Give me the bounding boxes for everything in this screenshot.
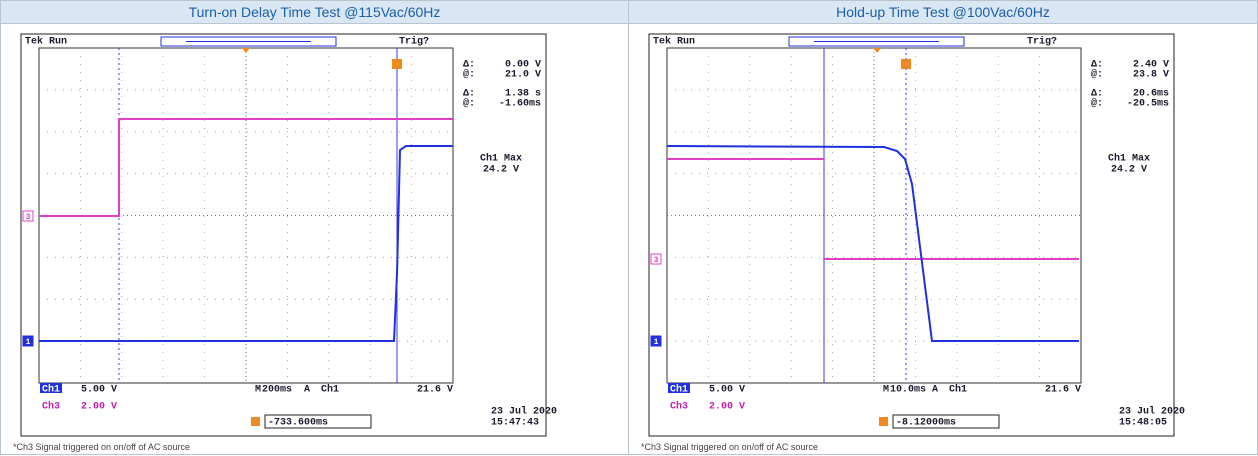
scope-frame bbox=[648, 33, 1175, 437]
channel-name: Ch1 bbox=[42, 384, 60, 396]
panel: Turn-on Delay Time Test @115Vac/60Hz Tek… bbox=[0, 0, 628, 455]
offset-value: -733.600ms bbox=[268, 418, 328, 429]
channel-scale: 2.00 V bbox=[709, 402, 745, 413]
ch1-trace bbox=[39, 145, 453, 342]
panel-title: Hold-up Time Test @100Vac/60Hz bbox=[629, 1, 1257, 24]
channel-marker-box bbox=[650, 335, 662, 347]
channel-marker: 3 bbox=[26, 213, 31, 222]
readout-value: 2.40 V bbox=[1133, 60, 1169, 71]
date: 23 Jul 2020 bbox=[491, 406, 557, 418]
trigger-level: 21.6 V bbox=[417, 385, 453, 396]
max-value: 24.2 V bbox=[483, 165, 519, 176]
readout-label: Δ: bbox=[463, 89, 475, 100]
trigger-level: 21.6 V bbox=[1045, 385, 1081, 396]
channel-marker-box bbox=[650, 253, 662, 265]
trigger-arrow bbox=[873, 48, 881, 53]
channel-name: Ch3 bbox=[42, 401, 60, 413]
offset-box bbox=[892, 414, 1000, 429]
timebase-value: 200ms bbox=[262, 385, 292, 396]
channel-scale: 5.00 V bbox=[709, 385, 745, 396]
footnote: *Ch3 Signal triggered on on/off of AC so… bbox=[13, 442, 190, 452]
channel-scale: 5.00 V bbox=[81, 385, 117, 396]
record-bar bbox=[160, 36, 337, 47]
panel: Hold-up Time Test @100Vac/60Hz Tek Run Tri… bbox=[628, 0, 1258, 455]
max-label: Ch1 Max bbox=[1108, 153, 1150, 165]
readout-value: 0.00 V bbox=[505, 60, 541, 71]
channel-marker-box bbox=[22, 335, 34, 347]
readout-label: Δ: bbox=[1091, 60, 1103, 71]
trigger-status: Trig? bbox=[399, 36, 429, 48]
offset-value: -8.12000ms bbox=[896, 418, 956, 429]
readout-value: 21.0 V bbox=[505, 70, 541, 81]
scope: Tek Run Trig? Δ: 2.40 V @: 23.8 V Δ: 20.6ms @: -20… bbox=[648, 33, 1185, 437]
channel-scale: 2.00 V bbox=[81, 402, 117, 413]
run-state: Run bbox=[677, 37, 695, 48]
trigger-marker bbox=[901, 59, 911, 69]
readout-value: -1.60ms bbox=[499, 99, 541, 110]
readout-value: 23.8 V bbox=[1133, 70, 1169, 81]
offset-marker bbox=[879, 417, 888, 426]
ch1-trace bbox=[666, 145, 1079, 342]
scope: Tek Run Trig? Δ: 0.00 V @: 21.0 V Δ: 1.38 s @: -1.… bbox=[20, 33, 557, 437]
trigger-status: Trig? bbox=[1027, 36, 1057, 48]
readout-value: 1.38 s bbox=[505, 89, 541, 100]
trigger-mode: A bbox=[932, 385, 938, 396]
readout-label: Δ: bbox=[463, 60, 475, 71]
ch1-box bbox=[668, 383, 690, 393]
channel-marker-box bbox=[22, 210, 34, 222]
footnote: *Ch3 Signal triggered on on/off of AC so… bbox=[641, 442, 818, 452]
max-value: 24.2 V bbox=[1111, 165, 1147, 176]
channel-name: Ch3 bbox=[670, 401, 688, 413]
readout-label: @: bbox=[1091, 69, 1103, 81]
timebase-value: 10.0ms bbox=[890, 385, 926, 396]
traces bbox=[666, 48, 1079, 383]
brand: Tek bbox=[653, 36, 671, 48]
offset-box bbox=[264, 414, 372, 429]
max-label: Ch1 Max bbox=[480, 153, 522, 165]
trigger-marker bbox=[392, 59, 402, 69]
channel-marker: 1 bbox=[654, 338, 659, 347]
traces bbox=[39, 48, 453, 383]
time: 15:48:05 bbox=[1119, 418, 1167, 429]
record-bar bbox=[788, 36, 965, 47]
trigger-source: Ch1 bbox=[321, 384, 339, 396]
panel-title: Turn-on Delay Time Test @115Vac/60Hz bbox=[1, 1, 628, 24]
trigger-source: Ch1 bbox=[949, 384, 967, 396]
ch3-trace bbox=[39, 118, 453, 217]
trigger-mode: A bbox=[304, 385, 310, 396]
time: 15:47:43 bbox=[491, 418, 539, 429]
channel-name: Ch1 bbox=[670, 384, 688, 396]
channel-marker: 3 bbox=[654, 256, 659, 265]
readout-label: Δ: bbox=[1091, 89, 1103, 100]
timebase-label: M bbox=[255, 385, 261, 396]
ch1-box bbox=[40, 383, 62, 393]
readout-label: @: bbox=[1091, 98, 1103, 110]
date: 23 Jul 2020 bbox=[1119, 406, 1185, 418]
offset-marker bbox=[251, 417, 260, 426]
readout-label: @: bbox=[463, 98, 475, 110]
readout-value: 20.6ms bbox=[1133, 89, 1169, 100]
readout-value: -20.5ms bbox=[1127, 99, 1169, 110]
channel-marker: 1 bbox=[26, 338, 31, 347]
timebase-label: M bbox=[883, 385, 889, 396]
trigger-arrow bbox=[242, 48, 250, 53]
readout-label: @: bbox=[463, 69, 475, 81]
brand: Tek bbox=[25, 36, 43, 48]
scope-frame bbox=[20, 33, 547, 437]
run-state: Run bbox=[49, 37, 67, 48]
